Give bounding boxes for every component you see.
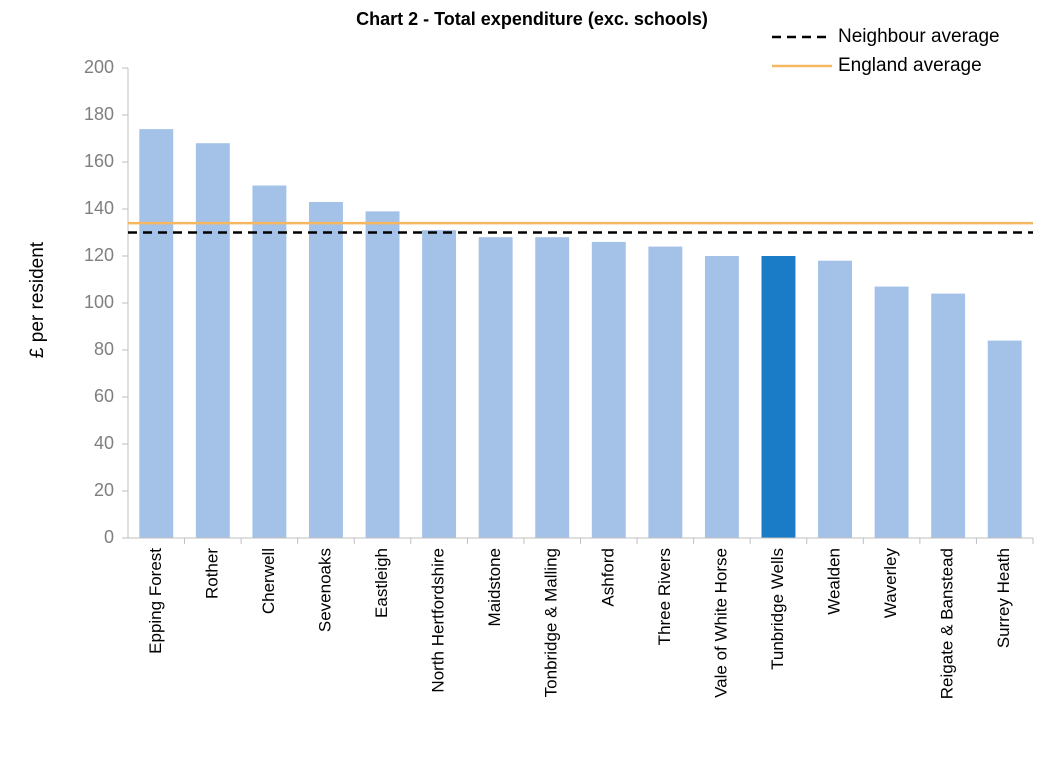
y-tick-label: 40 (94, 433, 114, 453)
x-tick-label: Wealden (825, 548, 844, 615)
bar (648, 246, 683, 538)
bar (309, 201, 343, 538)
x-tick-label: Epping Forest (146, 548, 165, 654)
x-tick-label: Cherwell (259, 548, 278, 614)
y-tick-label: 140 (84, 198, 114, 218)
chart-title: Chart 2 - Total expenditure (exc. school… (356, 9, 708, 29)
x-tick-label: Reigate & Banstead (938, 548, 957, 699)
y-tick-label: 180 (84, 104, 114, 124)
y-tick-label: 160 (84, 151, 114, 171)
x-tick-label: Maidstone (485, 548, 504, 626)
y-tick-label: 120 (84, 245, 114, 265)
bar (931, 293, 966, 538)
bar (761, 256, 796, 538)
bar (195, 143, 230, 538)
y-tick-label: 80 (94, 339, 114, 359)
bar (591, 241, 626, 538)
bar (422, 230, 457, 538)
bar (252, 185, 287, 538)
x-tick-label: Sevenoaks (315, 548, 334, 632)
bar (365, 211, 400, 538)
bar (987, 340, 1022, 538)
x-tick-label: Eastleigh (372, 548, 391, 618)
x-tick-label: Ashford (598, 548, 617, 607)
bar (139, 129, 174, 538)
legend-label: England average (838, 55, 982, 76)
bar (535, 237, 570, 538)
x-tick-label: Surrey Heath (994, 548, 1013, 648)
x-tick-label: Vale of White Horse (711, 548, 730, 698)
x-tick-label: Tonbridge & Malling (542, 548, 561, 697)
y-tick-label: 200 (84, 57, 114, 77)
y-tick-label: 20 (94, 480, 114, 500)
y-tick-label: 60 (94, 386, 114, 406)
x-tick-label: Rother (202, 548, 221, 599)
bar (874, 286, 909, 538)
x-tick-label: North Hertfordshire (429, 548, 448, 693)
legend-label: Neighbour average (838, 26, 1000, 47)
x-tick-label: Three Rivers (655, 548, 674, 645)
bar (478, 237, 513, 538)
y-tick-label: 0 (104, 527, 114, 547)
bar (704, 256, 739, 538)
x-tick-label: Tunbridge Wells (768, 548, 787, 670)
y-axis-label: £ per resident (27, 241, 48, 358)
x-tick-label: Waverley (881, 548, 900, 619)
y-tick-label: 100 (84, 292, 114, 312)
bar (818, 260, 852, 538)
